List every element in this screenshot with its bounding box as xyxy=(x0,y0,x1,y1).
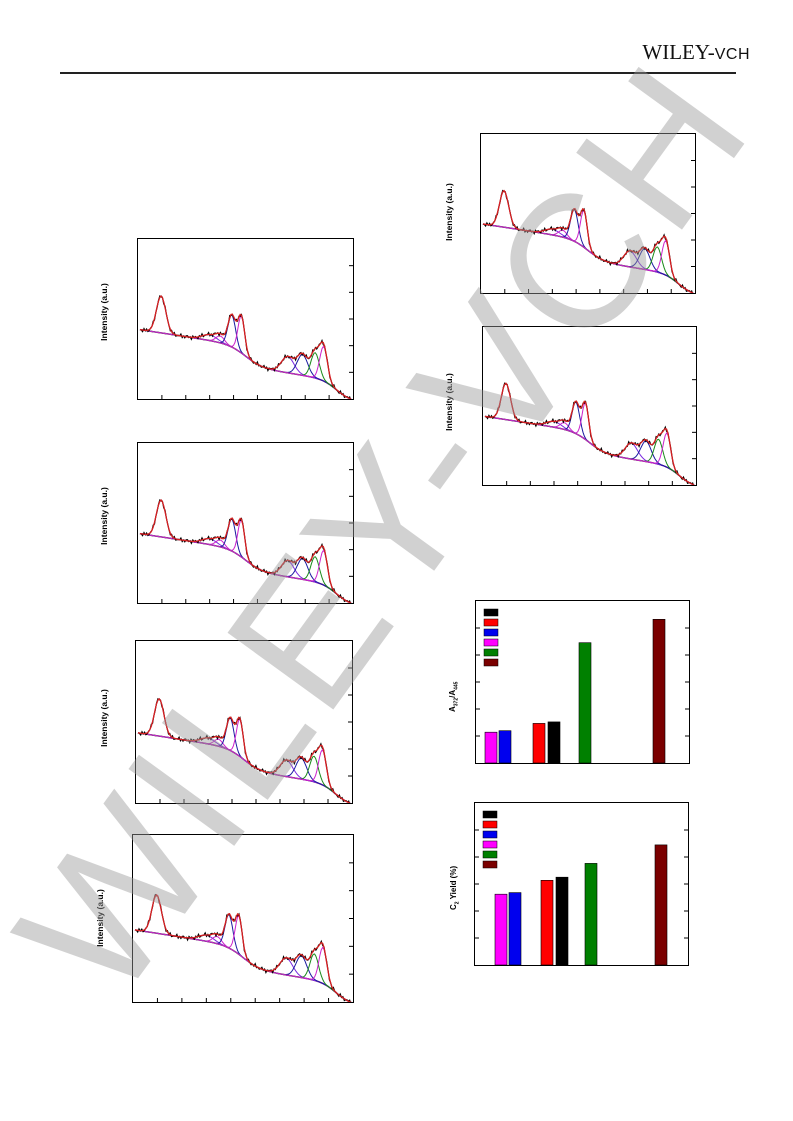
brand-sub: VCH xyxy=(714,46,750,63)
spectrum-2-ylabel: Intensity (a.u.) xyxy=(99,487,109,545)
bar-chart-1-ylabel: A372/A445 xyxy=(448,681,460,712)
fit-envelope xyxy=(137,697,351,803)
bar-chart-2 xyxy=(474,802,689,966)
fit-envelope xyxy=(139,295,352,399)
spectrum-4-ylabel: Intensity (a.u.) xyxy=(95,889,105,947)
fit-component xyxy=(139,519,352,603)
bar xyxy=(578,642,592,763)
bar xyxy=(532,723,546,763)
legend-swatch xyxy=(483,638,499,647)
spectrum-6-plot xyxy=(484,352,696,485)
raw-spectrum xyxy=(484,382,694,485)
legend-swatch xyxy=(483,618,499,627)
bar xyxy=(540,880,554,965)
fit-component xyxy=(137,717,351,803)
publisher-logo: WILEY-VCH xyxy=(600,40,750,72)
bar xyxy=(654,844,668,965)
raw-spectrum xyxy=(482,189,693,293)
bar xyxy=(584,863,598,965)
spectrum-5-ylabel: Intensity (a.u.) xyxy=(444,183,454,241)
bar xyxy=(494,893,508,965)
spectrum-6 xyxy=(482,326,697,486)
spectrum-5 xyxy=(480,133,696,294)
legend-swatch xyxy=(482,810,498,819)
spectrum-4-plot xyxy=(134,862,353,1002)
bar xyxy=(508,892,522,965)
fit-component xyxy=(137,698,351,803)
fit-component xyxy=(482,209,694,293)
fit-component xyxy=(139,518,352,603)
spectrum-2 xyxy=(137,442,354,604)
bar xyxy=(484,731,498,763)
spectrum-5-plot xyxy=(482,160,695,293)
fit-component xyxy=(134,894,352,1002)
spectrum-2-plot xyxy=(139,469,353,603)
fit-envelope xyxy=(134,893,352,1002)
fit-component xyxy=(484,402,695,485)
fit-envelope xyxy=(139,499,352,603)
spectrum-6-ylabel: Intensity (a.u.) xyxy=(444,373,454,431)
header-rule xyxy=(60,72,736,74)
fit-component xyxy=(139,499,352,603)
raw-spectrum xyxy=(134,893,351,1002)
fit-component xyxy=(139,295,352,399)
spectrum-1-ylabel: Intensity (a.u.) xyxy=(99,283,109,341)
legend-swatch xyxy=(482,820,498,829)
bar xyxy=(547,721,561,763)
legend-swatch xyxy=(483,628,499,637)
fit-envelope xyxy=(484,382,695,485)
legend-swatch xyxy=(482,840,498,849)
fit-component xyxy=(482,210,694,293)
bar-chart-1-plot xyxy=(476,608,689,763)
raw-spectrum xyxy=(137,697,350,803)
spectrum-4 xyxy=(132,834,354,1003)
fit-component xyxy=(137,718,351,803)
brand-separator: - xyxy=(707,40,715,64)
bar-chart-1 xyxy=(475,600,690,764)
bar-chart-2-ylabel: C2 Yield (%) xyxy=(449,865,461,910)
spectrum-3-ylabel: Intensity (a.u.) xyxy=(99,689,109,747)
bar xyxy=(555,876,569,965)
legend-swatch xyxy=(483,648,499,657)
fit-component xyxy=(134,915,352,1002)
fit-component xyxy=(484,401,695,485)
legend-swatch xyxy=(482,850,498,859)
legend-swatch xyxy=(483,608,499,617)
fit-envelope xyxy=(482,189,694,293)
legend-swatch xyxy=(483,658,499,667)
legend-swatch xyxy=(482,830,498,839)
brand-main: WILEY xyxy=(642,40,708,64)
spectrum-1 xyxy=(137,238,354,400)
fit-component xyxy=(139,314,352,399)
bar xyxy=(498,730,512,763)
fit-component xyxy=(484,382,695,485)
spectrum-1-plot xyxy=(139,265,353,399)
spectrum-3-plot xyxy=(137,667,352,803)
bar xyxy=(652,618,666,763)
bar-chart-2-plot xyxy=(475,810,688,965)
fit-component xyxy=(482,189,694,293)
raw-spectrum xyxy=(139,499,351,603)
raw-spectrum xyxy=(139,295,351,399)
fit-component xyxy=(139,315,352,399)
legend-swatch xyxy=(482,860,498,869)
spectrum-3 xyxy=(135,640,353,804)
